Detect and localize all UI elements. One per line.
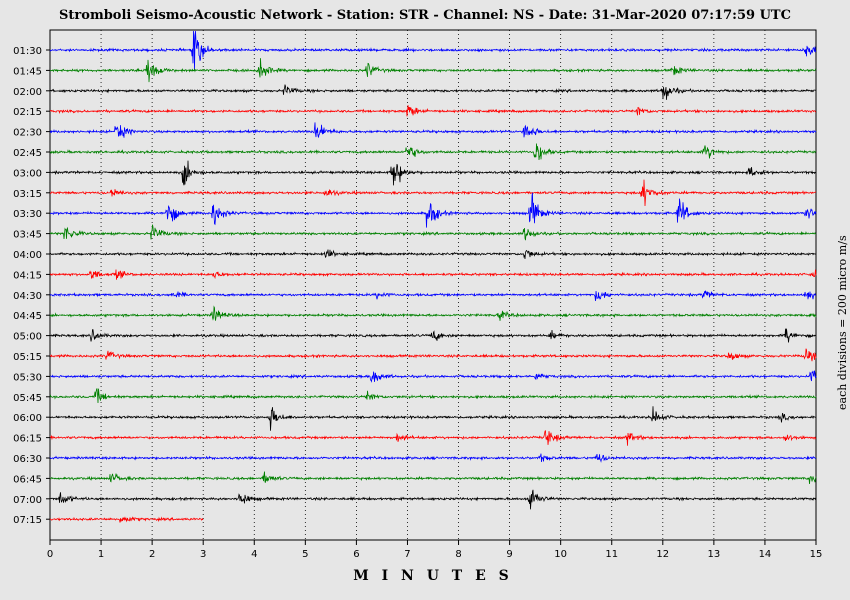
row-time-label: 02:15 — [13, 107, 42, 118]
x-tick-label: 11 — [605, 549, 618, 560]
row-time-label: 05:00 — [13, 332, 42, 343]
trace-0130 — [49, 30, 817, 71]
row-time-label: 05:30 — [13, 372, 42, 383]
trace-0345 — [49, 224, 817, 241]
x-tick-label: 0 — [47, 549, 53, 560]
trace-0645 — [49, 471, 817, 485]
trace-0330 — [49, 192, 817, 228]
trace-0430 — [49, 290, 817, 302]
row-time-label: 05:15 — [13, 352, 42, 363]
x-tick-label: 2 — [149, 549, 155, 560]
chart-title: Stromboli Seismo-Acoustic Network - Stat… — [59, 8, 791, 23]
row-time-label: 02:00 — [13, 87, 42, 98]
scale-note: each divisions = 200 micro m/s — [836, 235, 849, 410]
row-time-label: 07:15 — [13, 515, 42, 526]
trace-0315 — [49, 179, 817, 207]
trace-0600 — [49, 406, 817, 431]
x-tick-label: 8 — [455, 549, 461, 560]
trace-0545 — [49, 388, 817, 404]
row-time-label: 03:30 — [13, 209, 42, 220]
row-time-label: 01:45 — [13, 66, 42, 77]
trace-0615 — [49, 430, 817, 446]
x-tick-label: 3 — [200, 549, 206, 560]
trace-0515 — [49, 348, 817, 362]
x-tick-label: 15 — [810, 549, 823, 560]
row-time-label: 06:45 — [13, 474, 42, 485]
x-tick-label: 4 — [251, 549, 257, 560]
trace-0630 — [49, 453, 817, 463]
trace-0230 — [49, 122, 817, 138]
row-time-label: 04:30 — [13, 291, 42, 302]
row-time-label: 06:00 — [13, 413, 42, 424]
x-tick-label: 14 — [759, 549, 772, 560]
trace-0715 — [49, 516, 204, 523]
row-time-label: 01:30 — [13, 46, 42, 57]
trace-0245 — [49, 143, 817, 161]
x-tick-label: 12 — [656, 549, 669, 560]
row-time-label: 03:00 — [13, 168, 42, 179]
trace-0700 — [49, 489, 817, 510]
x-tick-label: 7 — [404, 549, 410, 560]
row-time-label: 07:00 — [13, 495, 42, 506]
trace-0400 — [49, 249, 817, 260]
plot-frame — [49, 29, 817, 541]
row-time-label: 04:45 — [13, 311, 42, 322]
row-time-label: 03:45 — [13, 230, 42, 241]
trace-0200 — [49, 84, 817, 100]
row-time-label: 04:00 — [13, 250, 42, 261]
trace-0145 — [49, 58, 817, 83]
row-time-label: 02:30 — [13, 128, 42, 139]
row-time-label: 04:15 — [13, 270, 42, 281]
trace-0415 — [49, 269, 817, 280]
x-axis-label: M I N U T E S — [353, 568, 513, 584]
row-time-label: 02:45 — [13, 148, 42, 159]
trace-0530 — [49, 370, 817, 383]
row-time-label: 05:45 — [13, 393, 42, 404]
x-tick-label: 5 — [302, 549, 308, 560]
x-tick-label: 1 — [98, 549, 104, 560]
trace-0500 — [49, 328, 817, 343]
trace-0215 — [49, 105, 817, 117]
row-time-label: 03:15 — [13, 189, 42, 200]
trace-0300 — [49, 160, 817, 186]
row-time-label: 06:30 — [13, 454, 42, 465]
x-tick-label: 6 — [353, 549, 359, 560]
x-tick-label: 13 — [707, 549, 720, 560]
trace-0445 — [49, 305, 817, 321]
x-tick-label: 10 — [554, 549, 567, 560]
row-time-label: 06:15 — [13, 434, 42, 445]
x-tick-label: 9 — [506, 549, 512, 560]
